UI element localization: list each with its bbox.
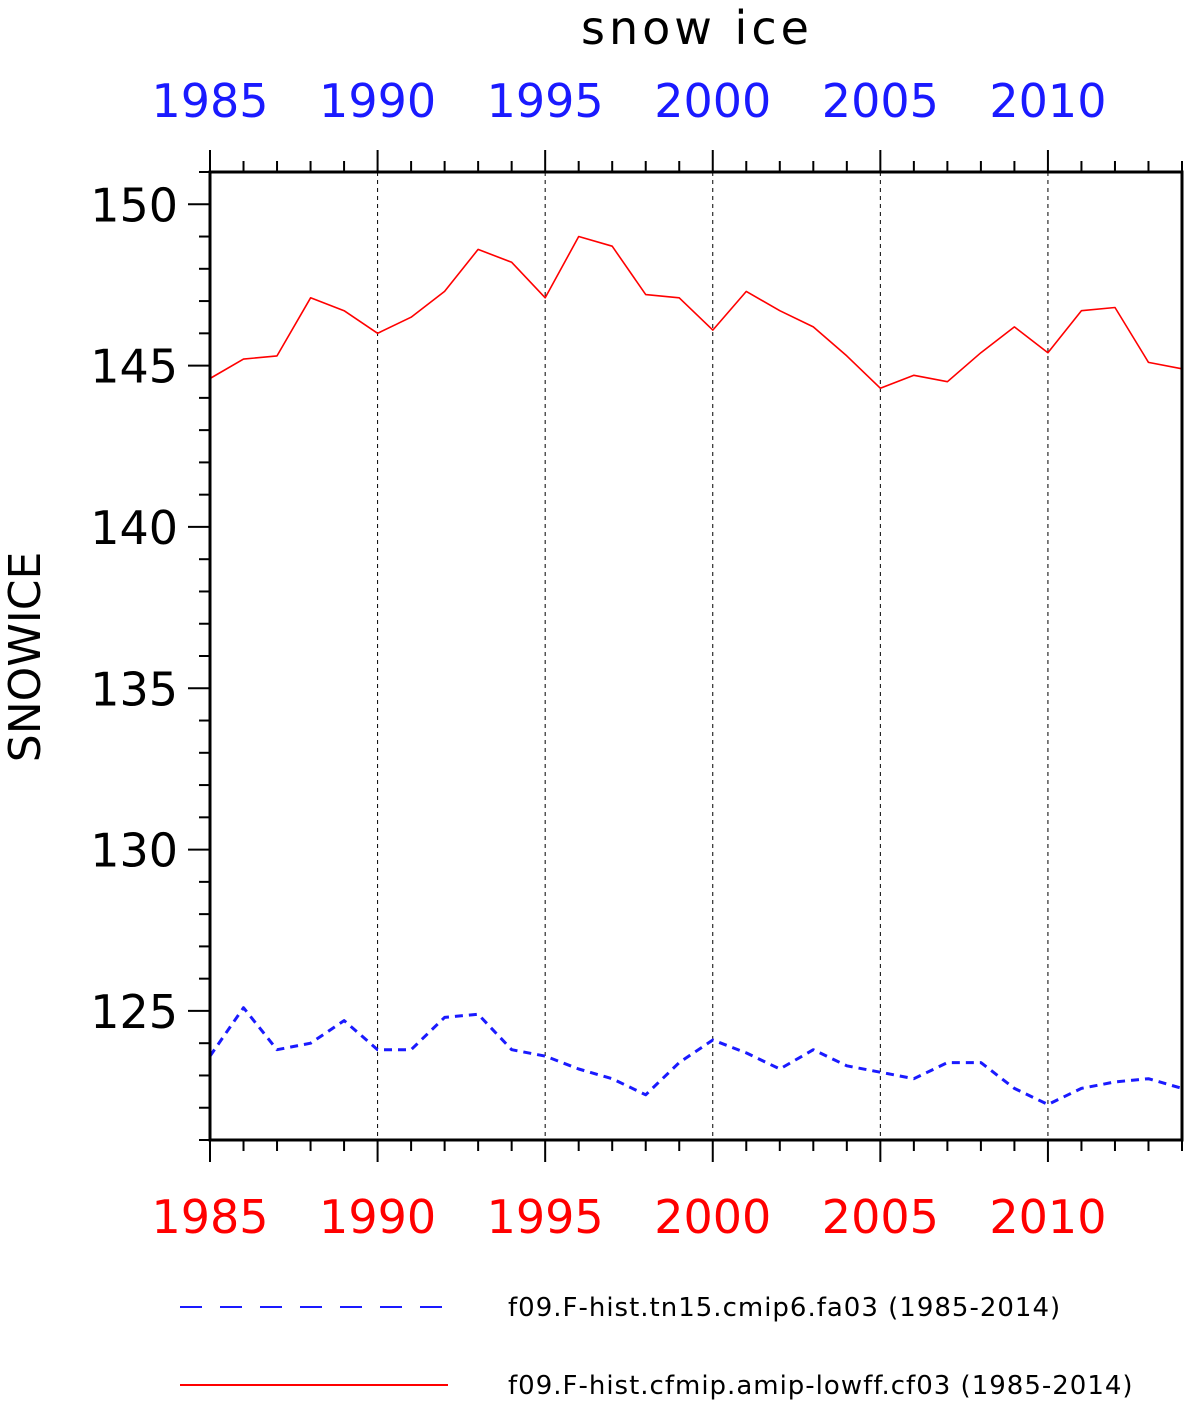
top-x-tick-label-2005: 2005 bbox=[822, 74, 939, 128]
top-x-tick-label-1985: 1985 bbox=[151, 74, 268, 128]
bottom-x-tick-label-2000: 2000 bbox=[654, 1190, 771, 1244]
y-tick-label-125: 125 bbox=[90, 985, 178, 1039]
legend-label-cf03: f09.F-hist.cfmip.amip-lowff.cf03 (1985-2… bbox=[508, 1371, 1134, 1401]
y-tick-label-135: 135 bbox=[90, 662, 178, 716]
vertical-gridlines bbox=[377, 172, 1049, 1140]
bottom-x-tick-label-1990: 1990 bbox=[319, 1190, 436, 1244]
data-series-group bbox=[208, 235, 1183, 1106]
legend-label-fa03: f09.F-hist.tn15.cmip6.fa03 (1985-2014) bbox=[508, 1293, 1061, 1323]
top-x-tick-label-1995: 1995 bbox=[487, 74, 604, 128]
top-x-tick-label-2010: 2010 bbox=[989, 74, 1106, 128]
top-x-tick-label-1990: 1990 bbox=[319, 74, 436, 128]
bottom-x-tick-labels: 1985 1990 1995 2000 2005 2010 bbox=[151, 1190, 1106, 1244]
top-x-tick-labels: 1985 1990 1995 2000 2005 2010 bbox=[151, 74, 1106, 128]
chart-title: snow ice bbox=[581, 1, 813, 55]
y-tick-label-140: 140 bbox=[90, 501, 178, 555]
top-x-tick-label-2000: 2000 bbox=[654, 74, 771, 128]
plot-frame bbox=[208, 170, 1184, 1142]
y-tick-label-150: 150 bbox=[90, 178, 178, 232]
series-line-0 bbox=[208, 1006, 1183, 1106]
y-tick-label-145: 145 bbox=[90, 340, 178, 394]
bottom-x-tick-label-1985: 1985 bbox=[151, 1190, 268, 1244]
bottom-x-tick-label-2005: 2005 bbox=[822, 1190, 939, 1244]
y-axis-label: SNOWICE bbox=[0, 552, 51, 762]
bottom-x-tick-label-1995: 1995 bbox=[487, 1190, 604, 1244]
series-line-1 bbox=[209, 235, 1183, 390]
axis-ticks bbox=[188, 150, 1183, 1162]
bottom-x-tick-label-2010: 2010 bbox=[989, 1190, 1106, 1244]
legend: f09.F-hist.tn15.cmip6.fa03 (1985-2014) f… bbox=[180, 1293, 1134, 1401]
y-tick-label-130: 130 bbox=[90, 824, 178, 878]
y-tick-labels: 125 130 135 140 145 150 bbox=[90, 178, 178, 1039]
